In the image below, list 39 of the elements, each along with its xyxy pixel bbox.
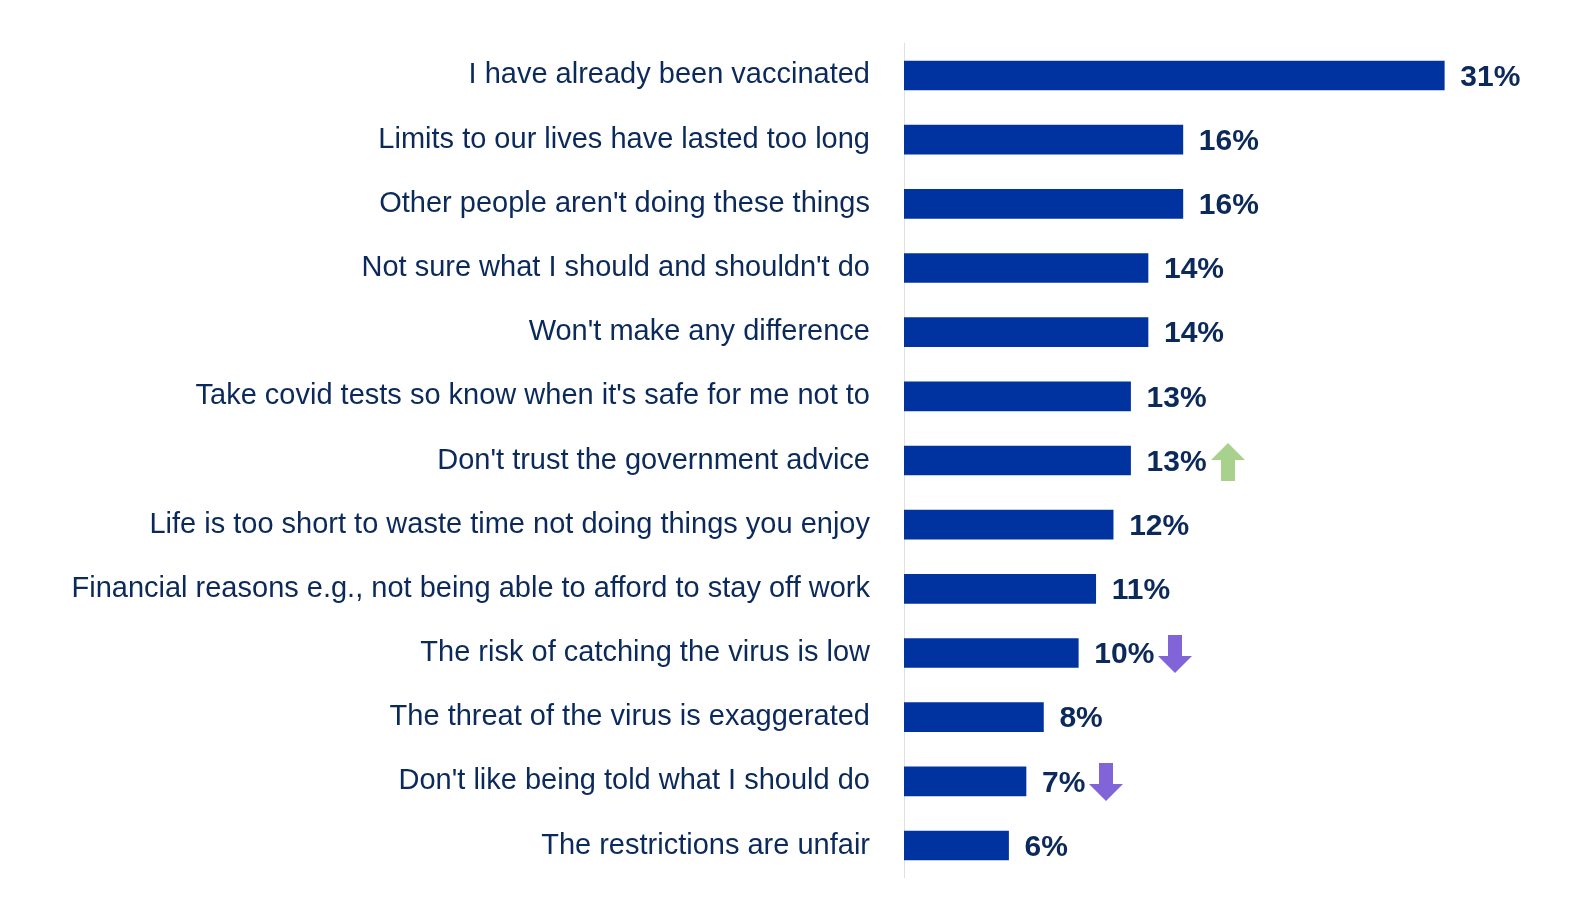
data-label: 14% (1164, 251, 1225, 285)
bar (904, 253, 1149, 283)
y-tick-label: Won't make any difference (528, 314, 870, 347)
bar (904, 509, 1114, 540)
y-tick-label: Take covid tests so know when it's safe for me not to (195, 378, 870, 411)
data-label: 14% (1164, 315, 1225, 349)
y-tick-label: Don't like being told what I should do (398, 763, 870, 796)
data-label: 12% (1129, 507, 1190, 541)
bar (904, 124, 1184, 155)
y-tick-label: Limits to our lives have lasted too long (378, 121, 870, 154)
data-label: 13% (1146, 443, 1207, 477)
bar (904, 766, 1027, 797)
bar (904, 445, 1131, 476)
bar (904, 317, 1149, 347)
bar (904, 381, 1131, 412)
bar (904, 188, 1184, 219)
y-tick-label: The risk of catching the virus is low (420, 635, 872, 668)
y-tick-label: The threat of the virus is exaggerated (389, 699, 870, 732)
data-label: 11% (1111, 572, 1171, 606)
bar (904, 60, 1445, 91)
y-tick-label: Other people aren't doing these things (379, 185, 870, 218)
data-label: 31% (1460, 58, 1521, 92)
y-tick-label: Life is too short to waste time not doing things you enjoy (149, 506, 871, 539)
data-label: 16% (1198, 187, 1259, 221)
y-tick-label: I have already been vaccinated (468, 57, 870, 90)
y-tick-label: Not sure what I should and shouldn't do (361, 249, 870, 282)
bar (904, 574, 1097, 604)
y-tick-label: Don't trust the government advice (437, 442, 870, 475)
data-label: 6% (1024, 828, 1068, 862)
data-label: 7% (1042, 764, 1086, 798)
data-label: 16% (1198, 122, 1259, 156)
bar (904, 830, 1009, 861)
bar (904, 702, 1044, 733)
data-label: 10% (1094, 636, 1155, 670)
y-tick-label: The restrictions are unfair (541, 827, 871, 860)
y-tick-label: Financial reasons e.g., not being able to afford to stay off work (71, 570, 871, 603)
bar (904, 638, 1079, 668)
data-label: 8% (1059, 700, 1103, 734)
data-label: 13% (1146, 379, 1207, 413)
